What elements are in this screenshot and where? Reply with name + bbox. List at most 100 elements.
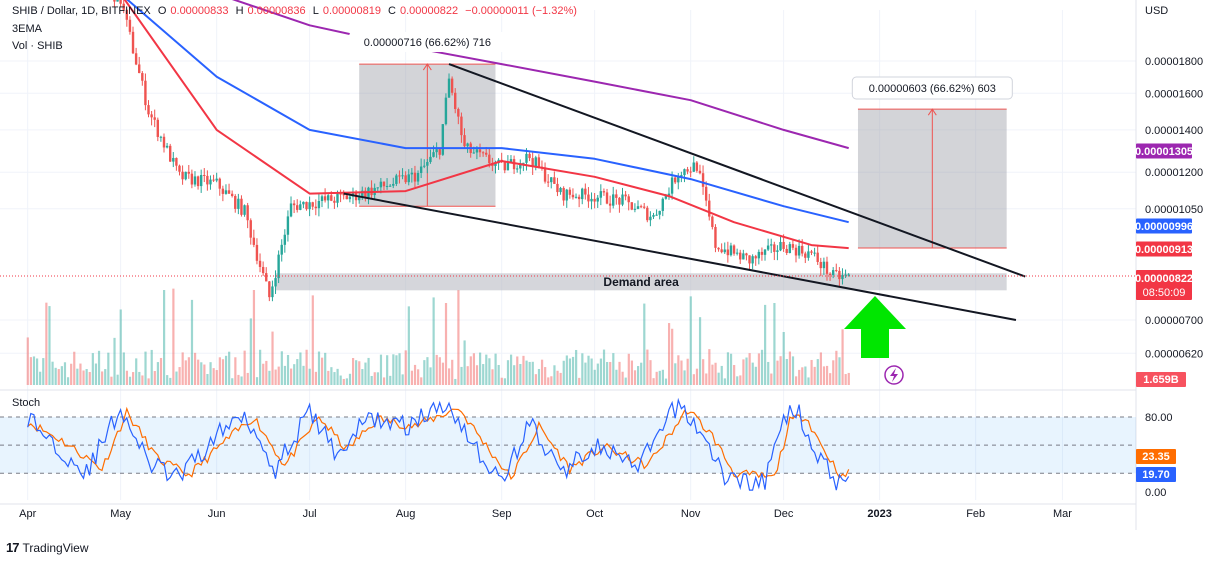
volume-bar [680, 360, 683, 385]
candle-body [522, 162, 525, 164]
ema100-line[interactable] [28, 0, 849, 224]
candle-body [246, 205, 249, 221]
volume-bar [674, 363, 677, 385]
trendline-lower[interactable] [343, 192, 1017, 321]
candle-body [159, 136, 163, 138]
candle-body [308, 202, 311, 210]
volume-bar [714, 362, 717, 385]
volume-bar [330, 367, 333, 385]
volume-bar [627, 353, 630, 385]
open-value: 0.00000833 [170, 5, 229, 17]
candle-body [435, 149, 438, 153]
volume-bar [94, 363, 98, 385]
volume-bar [35, 358, 39, 385]
volume-bar [262, 363, 265, 385]
volume-bar [655, 371, 658, 385]
volume-bar [847, 372, 850, 385]
volume-bar [736, 376, 739, 385]
candle-body [302, 201, 305, 205]
candle-body [212, 179, 215, 181]
candle-body [636, 206, 640, 209]
volume-bar [720, 365, 723, 385]
volume-bar [243, 350, 246, 385]
candle-body [847, 274, 850, 276]
volume-bar [460, 366, 463, 385]
ema200-line[interactable] [28, 0, 849, 150]
volume-bar [228, 351, 231, 385]
volume-badge: 1.659B [1143, 374, 1179, 386]
volume-bar [463, 340, 466, 385]
candle-body [416, 172, 420, 182]
candle-body [395, 175, 398, 184]
volume-bar [804, 366, 807, 385]
candle-body [261, 266, 265, 274]
volume-bar [441, 362, 445, 385]
candle-body [760, 251, 764, 255]
candle-body [357, 197, 361, 201]
stoch-label: Stoch [12, 397, 40, 409]
volume-bar [187, 357, 190, 385]
candle-body [509, 159, 513, 163]
candle-body [677, 176, 680, 183]
volume-bar [379, 354, 383, 385]
volume-bar [190, 299, 194, 385]
volume-bar [57, 369, 60, 385]
volume-bar [351, 358, 355, 385]
indicator-ema-label[interactable]: 3EMA [12, 23, 42, 35]
green-arrow-icon [844, 296, 906, 358]
candle-body [330, 195, 333, 201]
candle-body [770, 244, 773, 246]
volume-bar [358, 361, 361, 385]
volume-bar [221, 359, 225, 385]
tradingview-watermark[interactable]: 17 TradingView [6, 540, 89, 555]
price-tick-label: 0.00001800 [1145, 56, 1203, 68]
volume-bar [779, 356, 782, 385]
candle-body [138, 64, 141, 74]
volume-bar [562, 360, 565, 385]
candle-body [661, 198, 664, 211]
month-label: Aug [396, 508, 416, 520]
volume-bar [488, 358, 491, 385]
volume-bar [39, 371, 42, 385]
volume-bar [547, 377, 550, 385]
demand-zone[interactable] [275, 273, 1007, 291]
candle-body [153, 117, 156, 120]
volume-bar [60, 366, 63, 385]
volume-bar [661, 369, 664, 385]
volume-bar [810, 359, 813, 385]
candle-body [673, 177, 677, 183]
volume-bar [568, 358, 572, 385]
candle-body [720, 249, 723, 253]
ema50-line[interactable] [28, 0, 849, 250]
volume-bar [296, 359, 299, 385]
volume-bar [423, 360, 426, 385]
candle-body [190, 173, 194, 185]
volume-bar [578, 377, 581, 385]
volume-bar [70, 363, 73, 385]
volume-bar [327, 370, 330, 385]
candle-body [602, 191, 606, 193]
volume-bar [556, 370, 559, 385]
candle-body [147, 105, 150, 115]
volume-bar [42, 358, 45, 385]
indicator-volume-label[interactable]: Vol · SHIB [12, 40, 63, 52]
watermark-text: TradingView [22, 540, 89, 555]
volume-bar [469, 356, 472, 385]
close-label: C [388, 5, 396, 17]
volume-bar [224, 355, 228, 385]
volume-bar [528, 361, 531, 385]
candle-body [454, 92, 457, 110]
low-value: 0.00000819 [322, 5, 381, 17]
volume-bar [85, 369, 88, 385]
candle-body [562, 187, 565, 201]
volume-bar [621, 371, 624, 385]
volume-bar [729, 353, 733, 385]
candle-body [475, 149, 479, 153]
stoch-k-line[interactable] [27, 397, 850, 491]
trendline-upper[interactable] [448, 63, 1026, 278]
stoch-tick-label: 0.00 [1145, 487, 1166, 499]
candle-body [692, 162, 695, 172]
volume-bar [596, 363, 599, 385]
volume-bar [457, 290, 460, 385]
